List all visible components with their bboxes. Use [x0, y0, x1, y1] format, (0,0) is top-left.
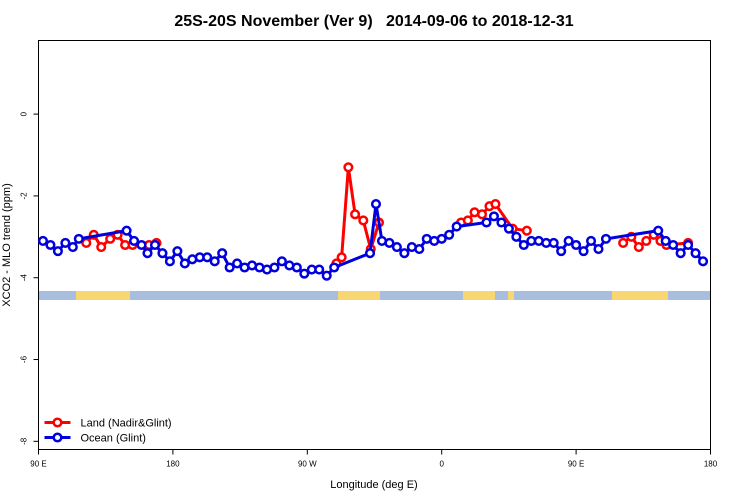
data-point — [202, 252, 213, 263]
data-point — [444, 229, 455, 240]
data-point — [136, 239, 147, 251]
land-band — [612, 291, 668, 300]
data-point — [521, 225, 532, 236]
data-point — [618, 237, 629, 249]
x-tick-label: 90 E — [30, 460, 46, 469]
data-point — [563, 235, 574, 246]
data-point — [45, 239, 56, 251]
data-point — [105, 233, 116, 244]
data-point — [488, 211, 500, 222]
data-point — [490, 199, 501, 210]
data-point — [600, 233, 612, 244]
data-point — [209, 256, 220, 267]
data-point — [96, 241, 107, 253]
data-point — [668, 239, 679, 251]
data-point — [683, 239, 694, 251]
data-point — [149, 239, 161, 251]
data-point — [481, 217, 492, 228]
data-point — [336, 252, 347, 263]
data-point — [697, 256, 709, 267]
data-point — [675, 248, 686, 259]
data-point — [641, 235, 652, 246]
data-point — [276, 256, 287, 267]
data-point — [399, 248, 410, 259]
land-band — [508, 291, 514, 300]
data-point — [67, 241, 78, 253]
plot-frame — [38, 40, 711, 450]
x-tick-label: 90 W — [298, 460, 317, 469]
data-point — [314, 264, 325, 275]
y-axis-label: XCO2 - MLO trend (ppm) — [1, 183, 13, 306]
data-point — [142, 248, 153, 259]
data-point — [585, 235, 597, 246]
data-point — [511, 231, 522, 242]
data-point — [358, 215, 369, 226]
data-point — [548, 237, 559, 249]
data-point — [232, 258, 243, 269]
data-point — [391, 241, 402, 253]
x-tick-label: 180 — [704, 460, 718, 469]
data-point — [364, 248, 376, 259]
data-point — [414, 244, 425, 255]
x-tick-label: 90 E — [568, 460, 584, 469]
y-tick-label: -4 — [20, 274, 29, 282]
legend-label: Land (Nadir&Glint) — [81, 418, 172, 430]
chart-title: 25S-20S November (Ver 9) 2014-09-06 to 2… — [174, 13, 573, 30]
data-point — [299, 268, 310, 279]
data-point — [269, 262, 280, 273]
data-point — [321, 270, 332, 281]
data-point — [329, 262, 340, 273]
data-point — [350, 209, 361, 220]
data-point — [37, 235, 49, 246]
data-point — [172, 246, 183, 257]
data-point — [503, 223, 514, 234]
data-point — [633, 241, 644, 253]
data-point — [476, 209, 488, 220]
x-tick-label: 180 — [166, 460, 180, 469]
data-point — [556, 246, 567, 257]
legend-label: Ocean (Glint) — [81, 433, 146, 445]
data-point — [462, 215, 473, 226]
y-tick-label: -6 — [20, 355, 29, 363]
data-point — [224, 262, 235, 273]
data-point — [370, 199, 382, 210]
data-point — [217, 248, 228, 259]
data-point — [496, 217, 507, 228]
x-tick-label: 0 — [439, 460, 444, 469]
data-point — [52, 246, 63, 257]
land-band — [463, 291, 495, 300]
land-band — [76, 291, 130, 300]
y-tick-label: -8 — [20, 437, 29, 445]
data-point — [518, 239, 529, 251]
data-point — [690, 248, 701, 259]
land-band — [338, 291, 380, 300]
data-point — [164, 256, 175, 267]
data-point — [157, 248, 168, 259]
data-point — [73, 233, 84, 244]
data-point — [129, 235, 140, 246]
data-point — [384, 237, 395, 249]
data-point — [653, 225, 664, 236]
data-point — [578, 246, 589, 257]
data-point — [436, 233, 447, 244]
legend-marker — [52, 417, 63, 428]
surface-band — [39, 291, 710, 300]
y-tick-label: 0 — [20, 111, 29, 116]
data-point — [60, 237, 71, 249]
x-axis-label: Longitude (deg E) — [330, 479, 417, 491]
legend-marker — [52, 432, 63, 443]
data-point — [81, 237, 92, 249]
data-point — [179, 258, 190, 269]
data-point — [660, 235, 671, 246]
data-point — [593, 244, 604, 255]
data-point — [571, 239, 582, 251]
data-point — [343, 162, 354, 173]
y-tick-label: -2 — [20, 192, 29, 200]
data-point — [121, 225, 132, 236]
data-point — [451, 221, 462, 232]
data-point — [291, 262, 302, 273]
